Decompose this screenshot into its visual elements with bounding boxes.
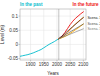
y-tick-label: 0.05 — [9, 28, 18, 33]
y-tick — [19, 30, 21, 31]
y-tick-label: -0.05 — [8, 56, 19, 61]
scenario-line — [59, 29, 84, 39]
x-tick-label: 2100 — [78, 62, 89, 67]
series-label: Scena. 2 — [88, 22, 100, 26]
series-line — [59, 12, 84, 39]
grid — [20, 9, 86, 60]
y-axis-label: Level (m) — [0, 25, 5, 44]
x-tick-label: 2050 — [65, 62, 76, 67]
y-tick — [19, 58, 21, 59]
y-tick-label: 0 — [15, 42, 18, 47]
grid-line — [56, 9, 57, 60]
y-tick — [19, 44, 21, 45]
x-axis-label: Years — [47, 71, 59, 76]
y-tick-label: 0.1 — [12, 14, 19, 19]
x-tick-label: 2000 — [52, 62, 63, 67]
plot-area — [20, 9, 83, 60]
series-line — [59, 18, 84, 39]
grid-line — [30, 9, 31, 60]
grid-line — [20, 44, 86, 45]
scenario-line — [59, 18, 84, 39]
grid-line — [20, 16, 86, 17]
x-tick-label: 1900 — [26, 62, 37, 67]
axes: 19001950200020502100 -0.05 0 0.05 0.1 — [8, 14, 89, 67]
divider-line — [58, 9, 59, 60]
y-tick — [19, 16, 21, 17]
scenario-line — [59, 24, 84, 39]
series-label: Scena. 1 — [88, 16, 100, 20]
plot-frame — [20, 9, 86, 60]
series-line — [20, 39, 59, 57]
grid-line — [83, 9, 84, 60]
grid-line — [20, 58, 86, 59]
x-tick-label: 1950 — [39, 62, 50, 67]
annotation: In the past — [20, 2, 43, 7]
chart: 19001950200020502100 -0.05 0 0.05 0.1 Years Le… — [0, 0, 100, 76]
series-label: Scena. 3 — [88, 27, 100, 31]
grid-line — [20, 30, 86, 31]
grid-line — [43, 9, 44, 60]
series-line — [59, 24, 84, 39]
annotation: In the future — [73, 2, 99, 7]
